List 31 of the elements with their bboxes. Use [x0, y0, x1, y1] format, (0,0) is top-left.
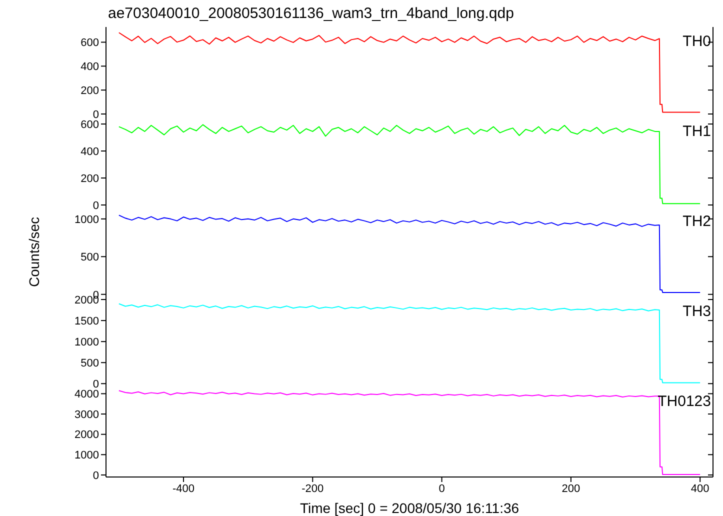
series-label: TH0 [682, 33, 711, 50]
x-tick-label: 200 [562, 482, 580, 495]
x-tick-label: 0 [438, 482, 445, 495]
y-tick-label: 1000 [74, 450, 99, 462]
y-tick-label: 1500 [74, 315, 99, 328]
y-tick-label: 1000 [74, 214, 99, 226]
series-label: TH3 [682, 303, 711, 320]
y-tick-label: 1000 [74, 336, 99, 348]
x-tick-label: 400 [690, 482, 710, 495]
y-tick-label: 600 [80, 37, 99, 50]
x-tick-label: -200 [302, 482, 324, 495]
y-tick-label: 0 [92, 378, 99, 391]
y-tick-label: 4000 [74, 388, 99, 401]
x-axis-title: Time [sec] 0 = 2008/05/30 16:11:36 [300, 500, 520, 516]
y-tick-label: 0 [92, 108, 99, 121]
y-tick-label: 500 [80, 358, 99, 370]
y-tick-label: 0 [92, 200, 99, 212]
x-tick-label: -400 [172, 482, 195, 495]
y-tick-label: 200 [80, 84, 99, 97]
y-axis-title: Counts/sec [26, 216, 42, 288]
y-tick-label: 3000 [74, 408, 99, 421]
y-tick-label: 200 [80, 172, 99, 185]
series-label: TH2 [682, 213, 711, 230]
chart-title: ae703040010_20080530161136_wam3_trn_4band_long.qdp [108, 5, 514, 22]
y-tick-label: 2000 [74, 429, 99, 442]
series-label: TH1 [682, 123, 711, 140]
y-tick-label: 500 [80, 252, 99, 264]
y-tick-label: 400 [80, 146, 99, 158]
y-tick-label: 600 [80, 118, 99, 131]
y-tick-label: 0 [92, 470, 99, 482]
y-tick-label: 400 [80, 61, 99, 74]
